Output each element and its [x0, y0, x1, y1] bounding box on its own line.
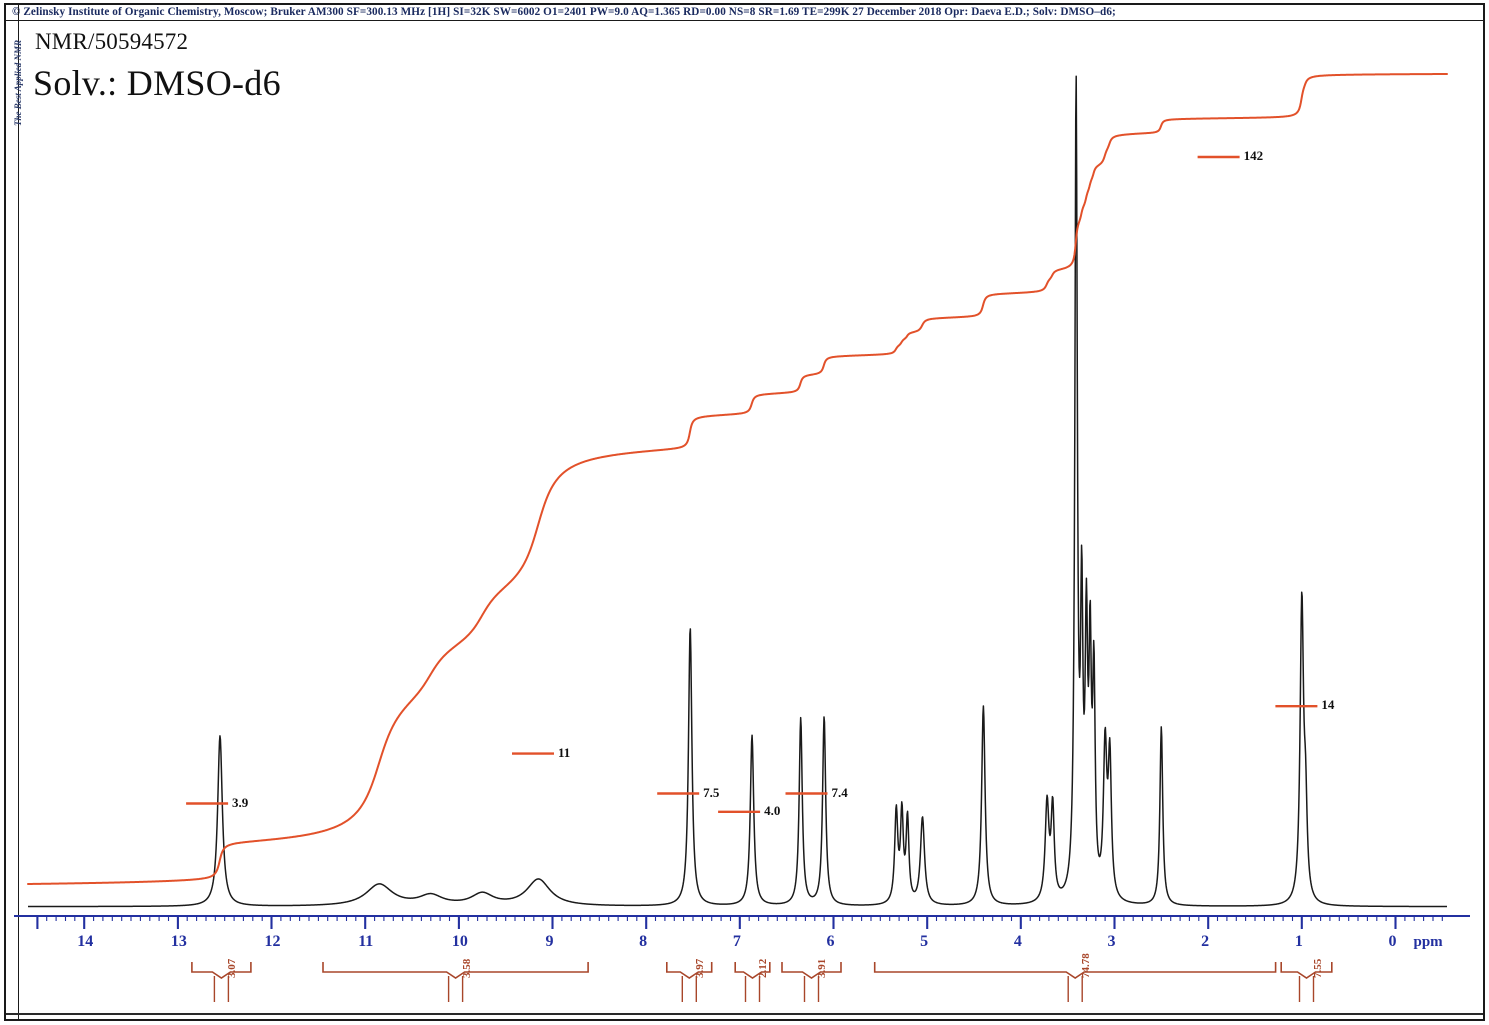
integral-region-bracket — [1280, 962, 1333, 979]
axis-tick-label: 14 — [77, 933, 94, 950]
integral-curve-group — [27, 73, 1448, 885]
integral-region-label: 3.97 — [694, 958, 707, 978]
spectrum-plot-area: 3.9 11 7.5 4.0 7.4 142 14 — [21, 22, 1481, 912]
integral-value-label: 3.9 — [232, 794, 249, 810]
integral-region-label: 2.12 — [757, 958, 770, 978]
integral-value-label: 7.4 — [831, 784, 848, 800]
integral-value-label: 4.0 — [764, 802, 781, 818]
axis-tick-label: 7 — [732, 933, 741, 950]
axis-tick-label: 11 — [358, 933, 374, 950]
integral-curve — [27, 73, 1448, 885]
spectrum-trace — [27, 75, 1448, 908]
integral-region-bracket — [666, 962, 713, 979]
integral-value-label: 7.5 — [703, 784, 720, 800]
integral-brackets: 3.07 3.58 3.97 2.12 3.91 74.78 7.55 — [8, 953, 1481, 1016]
axis-tick-label: 4 — [1013, 933, 1022, 950]
page-frame — [4, 3, 1485, 1021]
axis-tick-label: 5 — [920, 933, 929, 950]
axis-tick-label: 1 — [1294, 933, 1303, 950]
integral-region-label: 3.58 — [460, 958, 473, 978]
axis-tick-label: 6 — [826, 933, 835, 950]
axis-ruler — [14, 915, 1470, 929]
axis-tick-label: 3 — [1107, 933, 1116, 950]
spectrum-svg — [27, 73, 1448, 908]
axis-tick-label: 10 — [451, 933, 468, 950]
integral-region-bracket — [191, 962, 252, 979]
axis-tick-label: 9 — [545, 933, 554, 950]
integral-value-label: 14 — [1321, 697, 1335, 713]
axis-tick-label: 2 — [1201, 933, 1210, 950]
axis-tick-label: 0 — [1388, 933, 1397, 950]
bottom-divider — [6, 1013, 1483, 1015]
ppm-axis[interactable]: 14 13 12 11 10 9 8 7 6 5 4 3 2 1 0 ppm — [8, 912, 1481, 952]
axis-tick-label: 12 — [264, 933, 281, 950]
integral-callout-ticks — [186, 155, 1318, 813]
header-bar: © Zelinsky Institute of Organic Chemistr… — [6, 5, 1483, 21]
integral-region-bracket — [734, 962, 771, 979]
integral-region-bracket — [781, 962, 842, 979]
left-rule — [18, 5, 19, 1021]
instrument-parameters-text: © Zelinsky Institute of Organic Chemistr… — [12, 6, 1116, 18]
integral-region-label: 3.07 — [226, 958, 239, 978]
integral-region-label: 74.78 — [1080, 953, 1093, 978]
integral-region-label: 3.91 — [816, 958, 829, 978]
integral-region-bracket — [322, 962, 589, 979]
integral-value-label: 142 — [1243, 148, 1264, 164]
axis-unit-label: ppm — [1413, 934, 1443, 950]
page-title: NMR/50594572 — [35, 29, 189, 54]
axis-tick-label: 13 — [170, 933, 187, 950]
integral-region-label: 7.55 — [1311, 958, 1324, 978]
integral-value-label: 11 — [558, 744, 571, 760]
axis-tick-label: 8 — [639, 933, 648, 950]
integral-bracket-lines — [191, 962, 1333, 1002]
integral-region-bracket — [873, 962, 1277, 979]
solvent-title: Solv.: DMSO-d6 — [33, 63, 281, 103]
spectrum-trace-group — [27, 75, 1448, 908]
